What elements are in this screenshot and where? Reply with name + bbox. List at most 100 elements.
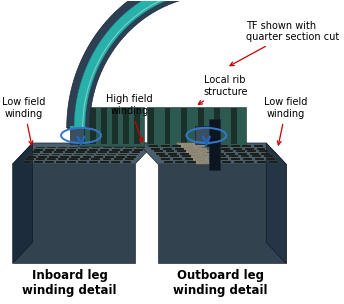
Polygon shape bbox=[111, 161, 120, 163]
Polygon shape bbox=[161, 158, 170, 160]
Polygon shape bbox=[138, 143, 286, 164]
Polygon shape bbox=[47, 158, 56, 160]
Polygon shape bbox=[63, 154, 72, 155]
Polygon shape bbox=[125, 158, 134, 160]
Polygon shape bbox=[186, 148, 195, 150]
Polygon shape bbox=[114, 158, 122, 160]
Polygon shape bbox=[205, 155, 214, 157]
Polygon shape bbox=[243, 158, 252, 160]
Polygon shape bbox=[25, 158, 34, 160]
Polygon shape bbox=[175, 161, 184, 163]
Bar bbox=[67, 126, 89, 128]
Polygon shape bbox=[254, 145, 263, 147]
Polygon shape bbox=[207, 145, 216, 147]
Polygon shape bbox=[13, 143, 155, 164]
Polygon shape bbox=[125, 147, 134, 148]
Polygon shape bbox=[40, 154, 49, 155]
Polygon shape bbox=[43, 151, 52, 153]
Polygon shape bbox=[203, 153, 212, 155]
Polygon shape bbox=[111, 149, 120, 151]
Polygon shape bbox=[118, 154, 127, 155]
Polygon shape bbox=[101, 108, 107, 144]
Polygon shape bbox=[36, 158, 45, 160]
Polygon shape bbox=[114, 147, 123, 148]
Polygon shape bbox=[172, 145, 181, 147]
Text: Outboard leg
winding detail: Outboard leg winding detail bbox=[173, 269, 268, 297]
Polygon shape bbox=[261, 153, 270, 155]
Polygon shape bbox=[112, 108, 118, 144]
Polygon shape bbox=[148, 108, 154, 144]
Polygon shape bbox=[147, 107, 246, 146]
Polygon shape bbox=[222, 148, 230, 150]
Polygon shape bbox=[226, 153, 235, 155]
Polygon shape bbox=[58, 158, 67, 160]
Polygon shape bbox=[222, 161, 231, 163]
Polygon shape bbox=[214, 108, 220, 144]
Polygon shape bbox=[247, 150, 256, 152]
Polygon shape bbox=[80, 147, 89, 148]
Polygon shape bbox=[100, 161, 109, 163]
Bar bbox=[342, 126, 344, 128]
Polygon shape bbox=[257, 161, 266, 163]
Polygon shape bbox=[195, 126, 209, 144]
Polygon shape bbox=[177, 150, 186, 152]
Polygon shape bbox=[80, 158, 89, 160]
Polygon shape bbox=[69, 126, 84, 144]
Polygon shape bbox=[54, 151, 63, 153]
Polygon shape bbox=[65, 151, 74, 153]
Polygon shape bbox=[67, 0, 215, 128]
Polygon shape bbox=[87, 151, 96, 153]
Polygon shape bbox=[107, 154, 116, 155]
Polygon shape bbox=[154, 150, 163, 152]
Polygon shape bbox=[151, 148, 160, 150]
Bar bbox=[340, 0, 344, 134]
Polygon shape bbox=[159, 155, 168, 157]
Polygon shape bbox=[116, 156, 125, 158]
Text: TF shown with
quarter section cut: TF shown with quarter section cut bbox=[230, 21, 340, 66]
Polygon shape bbox=[187, 161, 196, 163]
Polygon shape bbox=[233, 148, 242, 150]
Polygon shape bbox=[158, 164, 286, 264]
Polygon shape bbox=[34, 161, 43, 163]
Polygon shape bbox=[58, 147, 67, 148]
Polygon shape bbox=[134, 149, 143, 151]
Polygon shape bbox=[131, 151, 140, 153]
Polygon shape bbox=[56, 161, 65, 163]
Polygon shape bbox=[92, 147, 100, 148]
Polygon shape bbox=[266, 158, 275, 160]
Polygon shape bbox=[89, 161, 98, 163]
Polygon shape bbox=[181, 108, 187, 144]
Polygon shape bbox=[78, 107, 144, 146]
Polygon shape bbox=[23, 161, 31, 163]
Polygon shape bbox=[209, 119, 220, 170]
Polygon shape bbox=[76, 151, 85, 153]
Polygon shape bbox=[266, 143, 286, 264]
Polygon shape bbox=[196, 158, 205, 160]
Polygon shape bbox=[69, 158, 78, 160]
Polygon shape bbox=[100, 149, 109, 151]
Polygon shape bbox=[105, 156, 114, 158]
Polygon shape bbox=[264, 155, 273, 157]
Polygon shape bbox=[194, 155, 203, 157]
Polygon shape bbox=[13, 143, 33, 264]
Polygon shape bbox=[231, 158, 240, 160]
Polygon shape bbox=[231, 145, 240, 147]
Polygon shape bbox=[180, 153, 189, 155]
Polygon shape bbox=[198, 161, 207, 163]
Polygon shape bbox=[27, 156, 36, 158]
Polygon shape bbox=[47, 147, 56, 148]
Polygon shape bbox=[94, 156, 103, 158]
Polygon shape bbox=[184, 145, 193, 147]
Polygon shape bbox=[61, 156, 69, 158]
Polygon shape bbox=[175, 148, 184, 150]
Polygon shape bbox=[74, 154, 83, 155]
Polygon shape bbox=[165, 150, 174, 152]
Polygon shape bbox=[89, 149, 98, 151]
Polygon shape bbox=[238, 153, 247, 155]
Polygon shape bbox=[196, 145, 205, 147]
Polygon shape bbox=[123, 149, 131, 151]
Polygon shape bbox=[79, 108, 85, 144]
Text: Local rib
structure: Local rib structure bbox=[198, 75, 248, 105]
Text: Inboard leg
winding detail: Inboard leg winding detail bbox=[22, 269, 117, 297]
Polygon shape bbox=[164, 161, 172, 163]
